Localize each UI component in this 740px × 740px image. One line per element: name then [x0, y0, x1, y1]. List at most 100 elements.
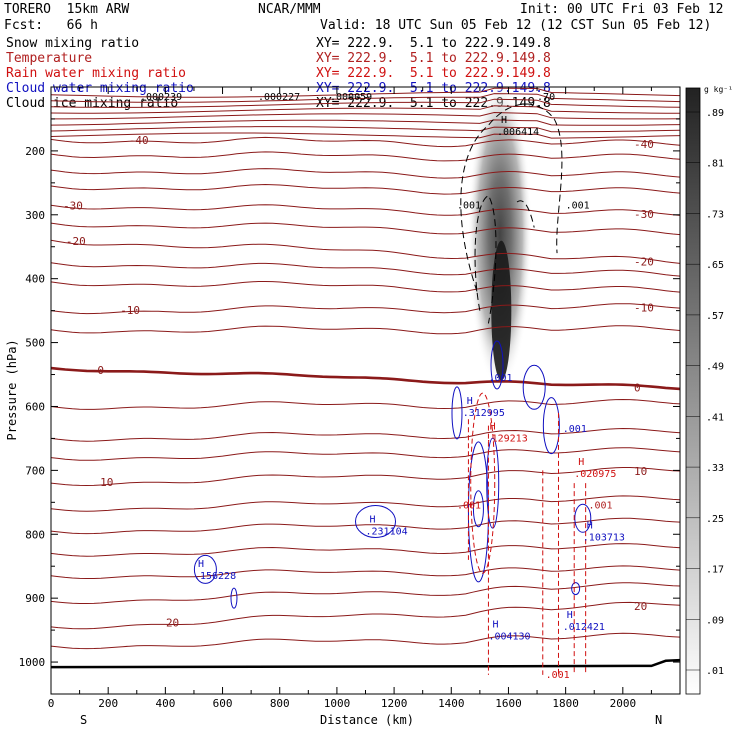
isotherm-upper	[50, 132, 681, 139]
x-tick-label: 2000	[610, 697, 637, 710]
max-value-label: .004130	[488, 632, 530, 643]
model-title: TORERO 15km ARW	[4, 2, 130, 17]
cloud-water-contour	[451, 386, 463, 440]
cloud-water-contour	[522, 364, 546, 410]
max-marker: H	[578, 457, 584, 468]
isotherm-upper	[50, 105, 680, 114]
max-marker: H	[567, 610, 573, 621]
isotherm-label: 20	[634, 600, 647, 613]
y-tick-label: 800	[25, 528, 45, 541]
x-tick-label: 1200	[381, 697, 408, 710]
cloud-ice-contour-inner	[474, 194, 497, 324]
isotherm-line	[50, 398, 681, 410]
isotherm-label: -20	[66, 235, 86, 248]
colorbar-label: .49	[706, 362, 724, 373]
max-marker: H	[370, 514, 376, 525]
init-time: Init: 00 UTC Fri 03 Feb 12	[520, 2, 724, 17]
x-tick-label: 1000	[324, 697, 351, 710]
top-min-label: .000227	[258, 92, 300, 103]
y-tick-label: 700	[25, 464, 45, 477]
max-value-label: .156228	[194, 571, 236, 582]
isotherm-line	[50, 325, 681, 335]
max-marker: H	[467, 396, 473, 407]
top-min-label: .000239	[140, 92, 182, 103]
isotherm-line	[50, 447, 681, 461]
organization-label: NCAR/MMM	[258, 2, 321, 17]
isotherm--10	[50, 303, 681, 315]
colorbar-label: .81	[706, 159, 724, 170]
y-axis-label: Pressure (hPa)	[5, 339, 19, 440]
terrain-surface	[50, 658, 681, 669]
isotherm-line	[50, 281, 681, 293]
y-tick-label: 300	[25, 209, 45, 222]
colorbar-label: .89	[706, 108, 724, 119]
contour-label: .001	[488, 373, 512, 384]
isotherm--30	[50, 204, 681, 216]
cloud-water-contour	[542, 397, 560, 455]
x-tick-label: 400	[155, 697, 175, 710]
contour-label: .70	[537, 92, 555, 103]
y-tick-label: 1000	[19, 656, 45, 669]
legend-entry-name: Snow mixing ratio	[6, 36, 140, 51]
isotherm-label: 20	[166, 617, 179, 630]
legend-entry-xy: XY= 222.9. 5.1 to 222.9.149.8	[316, 36, 551, 51]
colorbar	[685, 87, 701, 695]
isotherm-line	[50, 565, 681, 579]
x-tick-label: 1600	[495, 697, 521, 710]
isotherm-line	[50, 168, 681, 179]
x-axis-label: Distance (km)	[320, 713, 414, 727]
legend-entry-xy: XY= 222.9. 5.1 to 222.9.149.8	[316, 51, 551, 66]
isotherm-20	[50, 601, 681, 630]
isotherm-line	[50, 427, 681, 442]
cloud-water-contour	[571, 582, 581, 596]
contour-label: .001	[589, 501, 613, 512]
contour-label: .001	[566, 200, 590, 211]
colorbar-label: .01	[706, 666, 724, 677]
isotherm-line	[50, 262, 681, 277]
legend-entry-name: Cloud water mixing ratio	[6, 81, 194, 96]
cloud-water-contour	[574, 503, 592, 533]
isotherm-label: -30	[634, 208, 654, 221]
isotherm-label: -30	[63, 200, 83, 213]
isotherm--20	[50, 239, 681, 264]
colorbar-label: .57	[706, 311, 724, 322]
max-value-label: .129213	[486, 434, 528, 445]
colorbar-label: .65	[706, 260, 724, 271]
y-tick-label: 200	[25, 145, 45, 158]
isotherm-line	[50, 151, 681, 162]
contour-label: .001	[457, 200, 481, 211]
max-marker: H	[490, 422, 496, 433]
isotherm-line	[50, 632, 681, 650]
isotherm-line	[50, 222, 681, 236]
cloud-water-contour	[230, 587, 238, 609]
isotherm-upper	[50, 98, 681, 108]
cloud-water-contour	[193, 554, 217, 584]
x-end-label-north: N	[655, 713, 662, 727]
isotherm-label: -40	[634, 138, 654, 151]
isotherm-line	[50, 543, 681, 557]
max-value-label: .103713	[583, 533, 625, 544]
max-value-label: .006414	[497, 127, 539, 138]
max-marker: H	[198, 559, 204, 570]
y-tick-label: 600	[25, 400, 45, 413]
max-value-label: .312995	[463, 408, 505, 419]
colorbar-label: .41	[706, 412, 724, 423]
isotherm-label: -10	[634, 302, 654, 315]
max-marker: H	[501, 115, 507, 126]
isotherm-label: -40	[129, 134, 149, 147]
y-tick-label: 400	[25, 273, 45, 286]
max-value-label: .231104	[366, 526, 408, 537]
isotherm-label: -10	[120, 304, 140, 317]
colorbar-unit: g kg⁻¹	[704, 85, 733, 94]
isotherm-label: 10	[100, 476, 113, 489]
legend-entry-name: Temperature	[6, 51, 93, 66]
isotherm-label: -20	[634, 255, 654, 268]
colorbar-label: .25	[706, 514, 724, 525]
x-end-label-south: S	[80, 713, 87, 727]
contour-label: .001	[563, 424, 587, 435]
colorbar-label: .17	[706, 565, 724, 576]
isotherm-line	[50, 582, 681, 604]
x-tick-label: 1800	[552, 697, 579, 710]
cloud-ice-contour-arc	[516, 200, 535, 228]
